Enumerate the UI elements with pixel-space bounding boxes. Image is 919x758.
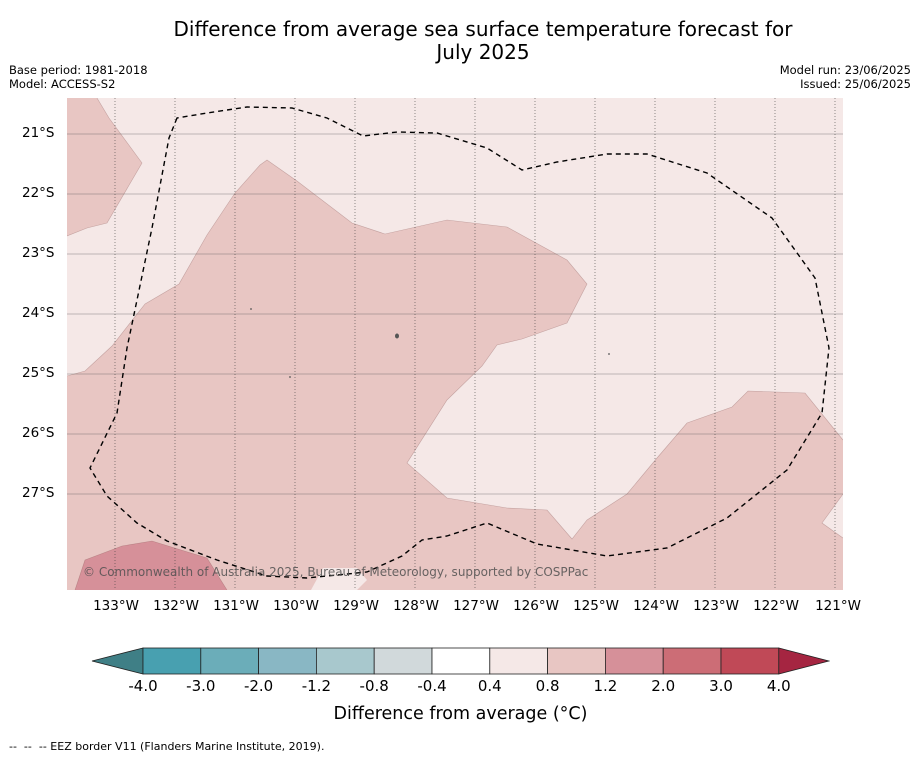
- colorbar-segment: [142, 647, 202, 675]
- colorbar-tick-label: -2.0: [243, 677, 274, 695]
- model-name: Model: ACCESS-S2: [9, 77, 116, 91]
- colorbar-segment: [489, 647, 548, 675]
- longitude-label: 126°W: [513, 598, 559, 614]
- chart-title: Difference from average sea surface temp…: [0, 18, 919, 64]
- colorbar-segment: [315, 647, 375, 675]
- latitude-label: 22°S: [22, 185, 55, 201]
- longitude-label: 121°W: [815, 598, 861, 614]
- colorbar-extend-low: [91, 647, 144, 675]
- longitude-label: 122°W: [753, 598, 799, 614]
- latitude-label: 26°S: [22, 425, 55, 441]
- anomaly-region-0.8-1.2-main: [67, 160, 843, 590]
- longitude-label: 133°W: [93, 598, 139, 614]
- latitude-label: 21°S: [22, 125, 55, 141]
- colorbar-tick-label: 0.8: [535, 677, 560, 695]
- model-run: Model run: 23/06/2025: [779, 63, 911, 77]
- gridlines: [67, 98, 843, 590]
- colorbar-extend-high: [778, 647, 831, 675]
- metadata-right: Model run: 23/06/2025 Issued: 25/06/2025: [780, 63, 911, 91]
- colorbar-segment: [662, 647, 722, 675]
- longitude-label: 125°W: [573, 598, 619, 614]
- colorbar-tick-label: -3.0: [186, 677, 216, 695]
- colorbar-tick-label: -4.0: [128, 677, 158, 695]
- colorbar-tick-label: 2.0: [651, 677, 676, 695]
- colorbar-tick-label: 3.0: [709, 677, 733, 695]
- anomaly-region-0.8-1.2-northwest: [67, 98, 142, 236]
- metadata-left: Base period: 1981-2018 Model: ACCESS-S2: [9, 63, 148, 91]
- island: [289, 376, 291, 378]
- colorbar-bar: [91, 647, 831, 675]
- eez-footnote: -- -- -- EEZ border V11 (Flanders Marine…: [9, 740, 325, 753]
- longitude-label: 123°W: [693, 598, 739, 614]
- colorbar-tick-label: 0.4: [477, 677, 502, 695]
- islands: [250, 308, 610, 378]
- longitude-label: 124°W: [633, 598, 679, 614]
- colorbar-tick-label: -0.4: [417, 677, 447, 695]
- eez-border: [89, 106, 830, 579]
- anomaly-region-1.2-2.0-southwest: [75, 541, 227, 590]
- title-line-2: July 2025: [436, 40, 530, 64]
- map-panel: [67, 98, 843, 590]
- latitude-label: 23°S: [22, 245, 55, 261]
- colorbar-segment: [200, 647, 260, 675]
- colorbar-segment: [431, 647, 491, 675]
- longitude-label: 130°W: [273, 598, 319, 614]
- title-line-1: Difference from average sea surface temp…: [173, 17, 793, 41]
- issued-date: Issued: 25/06/2025: [800, 77, 911, 91]
- colorbar-segment: [373, 647, 433, 675]
- colorbar-tick-label: 4.0: [766, 677, 791, 695]
- colorbar: [90, 646, 831, 680]
- island: [395, 333, 399, 339]
- island: [608, 353, 610, 355]
- longitude-label: 129°W: [333, 598, 379, 614]
- longitude-label: 131°W: [213, 598, 259, 614]
- longitude-label: 127°W: [453, 598, 499, 614]
- contour-lines: [67, 98, 843, 590]
- base-period: Base period: 1981-2018: [9, 63, 148, 77]
- colorbar-segment: [720, 647, 780, 675]
- colorbar-segment: [605, 647, 664, 675]
- longitude-label: 132°W: [153, 598, 199, 614]
- longitude-label: 128°W: [393, 598, 439, 614]
- sst-map: [67, 98, 843, 590]
- colorbar-tick-label: -0.8: [359, 677, 389, 695]
- colorbar-segment: [547, 647, 606, 675]
- latitude-label: 24°S: [22, 305, 55, 321]
- colorbar-tick-label: -1.2: [301, 677, 332, 695]
- colorbar-segment: [258, 647, 317, 675]
- island: [250, 308, 252, 310]
- colorbar-label: Difference from average (°C): [333, 704, 588, 724]
- anomaly-region-0.4-0.8-south: [311, 568, 367, 590]
- colorbar-tick-label: 1.2: [593, 677, 618, 695]
- copyright-notice: © Commonwealth of Australia 2025, Bureau…: [83, 565, 589, 579]
- latitude-label: 27°S: [22, 485, 55, 501]
- latitude-label: 25°S: [22, 365, 55, 381]
